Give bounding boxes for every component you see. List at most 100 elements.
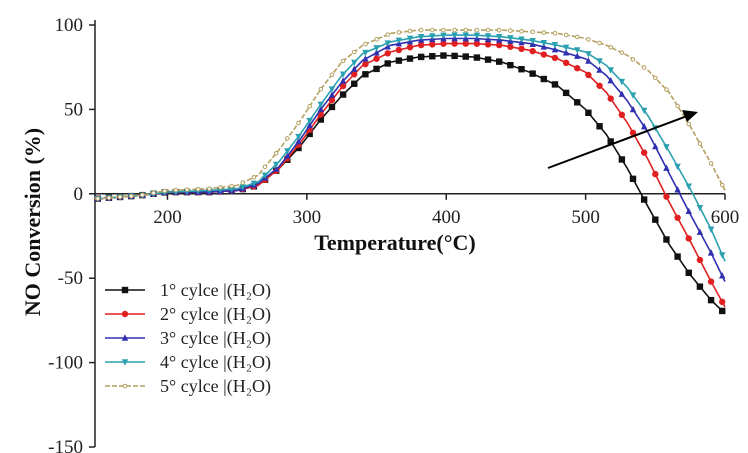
data-point [686, 121, 692, 127]
legend-label: 2° cylce |(H₂O) [160, 304, 271, 325]
y-tick-label: -150 [48, 437, 83, 453]
data-point [529, 37, 536, 45]
y-tick-label: 0 [74, 184, 84, 205]
data-point [496, 41, 503, 49]
data-point [441, 27, 446, 33]
data-point [574, 99, 581, 106]
data-point [697, 141, 703, 146]
data-point [585, 71, 592, 79]
legend-label: 5° cylce |(H₂O) [160, 376, 271, 397]
arrow-shaft [547, 113, 693, 169]
x-tick-label: 200 [153, 207, 182, 228]
legend-item-3: 3° cylce |(H₂O) [105, 328, 271, 349]
data-point [306, 117, 313, 125]
data-point [95, 196, 101, 201]
data-point [551, 45, 559, 53]
data-point [551, 54, 559, 62]
data-point [551, 81, 559, 88]
data-point [122, 383, 128, 389]
legend: 1° cylce |(H₂O) 2° cylce |(H₂O) 3° cylce |… [105, 280, 271, 397]
data-point [518, 66, 525, 73]
data-point [696, 256, 704, 264]
data-point [384, 40, 391, 47]
data-point [585, 109, 592, 116]
legend-item-4: 4° cylce |(H₂O) [105, 352, 271, 373]
data-point [708, 161, 714, 166]
data-point [351, 71, 358, 78]
series-4 [94, 32, 726, 262]
data-point [629, 105, 637, 113]
data-point [562, 44, 570, 51]
data-point [296, 120, 301, 126]
data-point [339, 77, 347, 84]
data-point [440, 52, 447, 59]
data-point [121, 334, 129, 341]
data-point [540, 40, 548, 47]
data-point [339, 82, 347, 90]
data-point [652, 216, 659, 223]
y-axis-title: NO Conversion (%) [20, 128, 45, 316]
data-point [406, 35, 414, 43]
legend-label: 3° cylce |(H₂O) [160, 328, 271, 349]
data-point [696, 283, 704, 290]
data-point [121, 286, 129, 294]
data-point [328, 96, 336, 104]
data-point [585, 51, 592, 58]
data-point [562, 59, 570, 67]
data-point [608, 44, 614, 50]
data-point [429, 53, 436, 60]
data-point [339, 71, 347, 78]
data-point [596, 66, 603, 73]
x-tick-label: 600 [711, 207, 740, 228]
data-point [597, 40, 602, 46]
data-point [496, 33, 503, 41]
data-point [663, 236, 670, 243]
data-point [574, 34, 580, 40]
y-tick-label: -50 [58, 268, 83, 289]
data-point [440, 40, 447, 47]
data-point [629, 129, 637, 137]
data-point [340, 58, 346, 64]
data-point [540, 51, 548, 58]
data-point [440, 32, 447, 39]
legend-label: 4° cylce |(H₂O) [160, 352, 271, 373]
data-point [719, 298, 726, 306]
x-axis-title: Temperature(°C) [314, 230, 476, 255]
data-point [529, 47, 536, 55]
data-point [240, 180, 246, 185]
data-point [285, 136, 290, 141]
data-point [262, 164, 268, 170]
data-point [373, 65, 380, 73]
data-point [719, 307, 726, 315]
data-point [629, 175, 637, 183]
data-point [640, 149, 648, 156]
data-point [507, 43, 514, 50]
data-point [351, 59, 358, 67]
data-point [518, 36, 525, 43]
series-line [94, 34, 726, 262]
data-point [685, 207, 692, 215]
data-point [674, 214, 681, 221]
data-point [630, 57, 636, 62]
data-point [530, 29, 535, 35]
data-point [496, 27, 502, 33]
data-point [307, 103, 312, 109]
data-point [206, 186, 212, 192]
data-point [317, 101, 324, 109]
data-point [664, 87, 669, 92]
data-point [351, 65, 358, 72]
data-point [629, 92, 637, 99]
data-point [596, 82, 603, 89]
data-point [473, 40, 481, 47]
data-point [362, 60, 369, 68]
data-point [451, 52, 458, 60]
arrow-head [682, 110, 698, 122]
data-point [339, 91, 347, 98]
data-point [362, 55, 369, 62]
data-point [619, 50, 625, 55]
data-point [106, 195, 112, 201]
data-point [685, 183, 692, 190]
y-tick-label: 100 [55, 15, 84, 36]
data-point [540, 75, 548, 83]
data-point [373, 45, 380, 52]
